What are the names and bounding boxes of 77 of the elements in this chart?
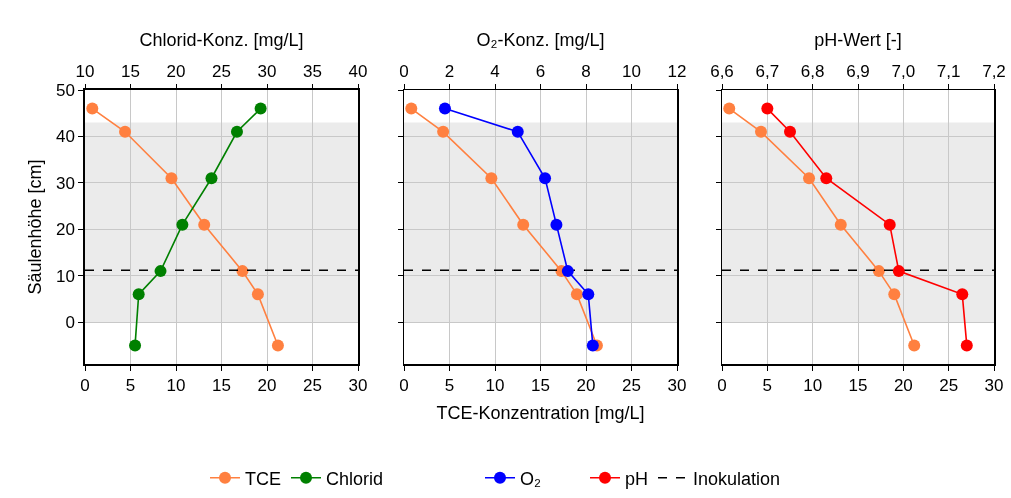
point	[251, 288, 264, 301]
legend-label: TCE	[245, 468, 281, 489]
point	[872, 265, 885, 278]
x-tick-label: 30	[667, 375, 687, 395]
point	[405, 102, 418, 115]
x2-tick-label: 6,9	[846, 62, 870, 82]
x2-tick-label: 15	[121, 62, 140, 82]
x-tick-label: 15	[212, 376, 231, 396]
x-tick-label: 10	[803, 375, 823, 395]
x-tick-label: 20	[257, 376, 277, 396]
x-axis-title: TCE-Konzentration [mg/L]	[436, 402, 645, 423]
x2-tick-label: 7,1	[936, 62, 961, 82]
point	[86, 102, 99, 115]
x2-tick-label: 7,0	[891, 62, 916, 82]
y-tick-label: 10	[55, 266, 75, 286]
x2-tick-label: 6,8	[800, 62, 825, 82]
point	[198, 218, 211, 231]
point	[888, 288, 901, 301]
x2-tick-label: 12	[667, 62, 687, 82]
legend-label: O₂	[520, 468, 541, 489]
x-tick-label: 5	[125, 376, 136, 396]
point	[236, 265, 249, 278]
x-tick-label: 25	[303, 376, 322, 396]
x2-tick-label: 40	[348, 62, 368, 82]
x2-tick-label: 10	[622, 62, 641, 82]
x2-axis-title: O₂-Konz. [mg/L]	[476, 30, 605, 51]
x-tick-label: 15	[531, 375, 550, 395]
point	[570, 288, 583, 301]
x2-tick-label: 10	[75, 62, 95, 82]
legend-label: Chlorid	[326, 468, 384, 489]
y-tick-label: 0	[65, 313, 75, 333]
point	[723, 102, 736, 115]
x2-tick-label: 7,2	[982, 62, 1006, 82]
point	[908, 339, 921, 352]
x-tick-label: 25	[622, 375, 641, 395]
x-tick-label: 20	[893, 375, 913, 395]
point	[485, 172, 498, 185]
y-tick-label: 40	[55, 127, 75, 147]
y-tick-label: 20	[55, 220, 75, 240]
x2-tick-label: 20	[166, 62, 186, 82]
point	[834, 218, 847, 231]
x-tick-label: 15	[848, 375, 868, 395]
x2-tick-label: 6,7	[755, 62, 780, 82]
point	[437, 125, 450, 138]
x2-tick-label: 6	[535, 62, 546, 82]
x-tick-label: 0	[399, 375, 409, 395]
x2-tick-label: 2	[444, 62, 455, 82]
point	[755, 125, 767, 138]
x2-tick-label: 6,6	[710, 62, 734, 82]
x-tick-label: 10	[166, 376, 186, 396]
x2-tick-label: 0	[399, 62, 409, 82]
x-tick-label: 0	[80, 376, 90, 396]
y-axis-title: Säulenhöhe [cm]	[24, 159, 45, 295]
x-tick-label: 5	[762, 375, 773, 395]
x-tick-label: 30	[348, 376, 368, 396]
x2-axis-title: pH-Wert [-]	[814, 30, 902, 51]
point	[119, 125, 132, 138]
point	[803, 172, 816, 185]
x-tick-label: 30	[984, 375, 1004, 395]
x-tick-label: 0	[717, 375, 727, 395]
point	[517, 218, 530, 231]
x-tick-label: 5	[444, 375, 455, 395]
x-tick-label: 25	[939, 375, 959, 395]
legend-label: Inokulation	[693, 468, 781, 489]
x-tick-label: 20	[576, 375, 596, 395]
y-tick-label: 50	[55, 80, 75, 100]
x2-tick-label: 30	[257, 62, 277, 82]
legend-label: pH	[625, 468, 649, 489]
x2-tick-label: 25	[212, 62, 231, 82]
point	[165, 172, 178, 185]
x2-axis-title: Chlorid-Konz. [mg/L]	[139, 30, 304, 51]
x2-tick-label: 35	[303, 62, 322, 82]
y-tick-label: 30	[55, 173, 75, 193]
x2-tick-label: 8	[581, 62, 591, 82]
x-tick-label: 10	[485, 375, 505, 395]
x2-tick-label: 4	[490, 62, 500, 82]
point	[271, 339, 284, 352]
